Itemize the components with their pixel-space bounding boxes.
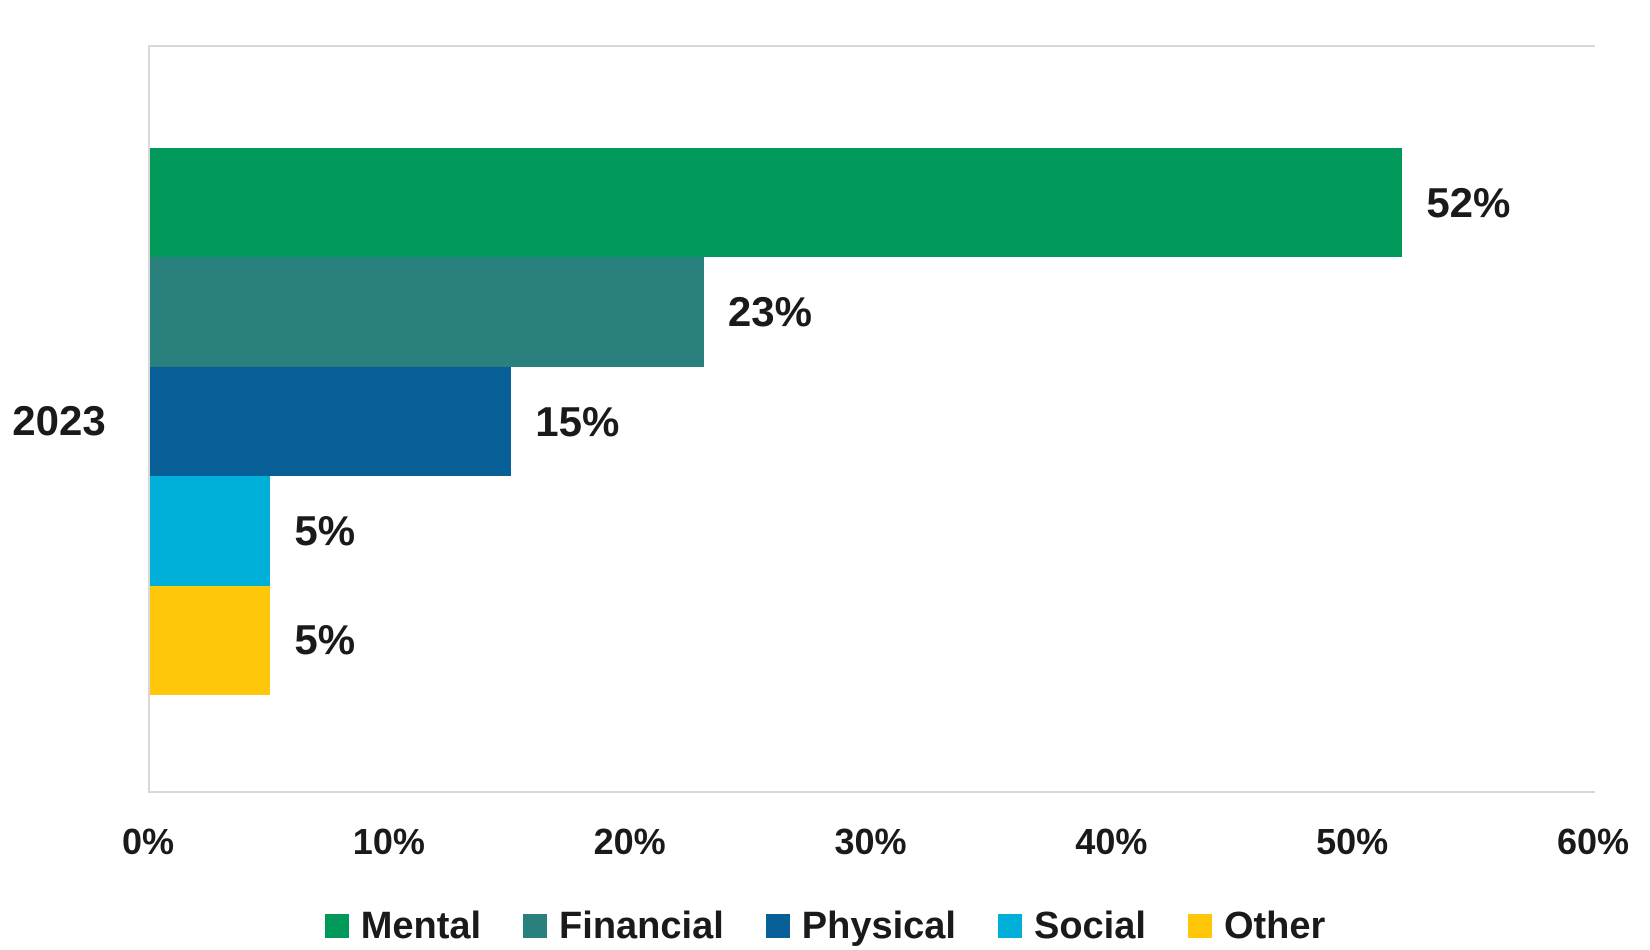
bar-mental (150, 148, 1403, 258)
legend-label-other: Other (1223, 905, 1326, 947)
legend-label-financial: Financial (559, 905, 724, 947)
x-tick-1: 10% (352, 821, 425, 862)
x-tick-3: 30% (834, 821, 907, 862)
legend-item-physical: Physical (765, 905, 956, 947)
bar-financial (150, 257, 704, 367)
legend-label-mental: Mental (360, 905, 482, 947)
x-tick-6: 60% (1556, 821, 1630, 862)
legend-item-other: Other (1187, 905, 1326, 947)
legend-item-financial: Financial (523, 907, 724, 945)
legend-swatch-other (1187, 914, 1212, 938)
legend-swatch-physical (765, 914, 790, 938)
legend-swatch-financial (523, 914, 548, 938)
legend-swatch-social (997, 914, 1022, 938)
value-label-physical: 15% (535, 397, 620, 445)
x-tick-5: 50% (1316, 821, 1389, 862)
legend-swatch-mental (324, 914, 349, 938)
legend-item-mental: Mental (324, 905, 482, 947)
bar-social (150, 476, 271, 586)
value-label-financial: 23% (727, 288, 812, 336)
bar-other (150, 585, 271, 695)
x-tick-4: 40% (1075, 821, 1148, 862)
x-tick-0: 0% (121, 821, 175, 862)
y-axis-category-label: 2023 (12, 397, 106, 444)
legend-label-social: Social (1033, 905, 1146, 947)
value-label-mental: 52% (1426, 178, 1511, 226)
plot-area: 52% 23% 15% 5% 5% (148, 45, 1595, 793)
legend-label-physical: Physical (801, 905, 956, 947)
legend-item-social: Social (997, 905, 1146, 947)
legend: Mental Financial Physical Social Other (0, 901, 1650, 950)
x-tick-2: 20% (593, 821, 666, 862)
bar-physical (150, 366, 512, 477)
value-label-other: 5% (294, 616, 356, 664)
value-label-social: 5% (294, 506, 356, 554)
